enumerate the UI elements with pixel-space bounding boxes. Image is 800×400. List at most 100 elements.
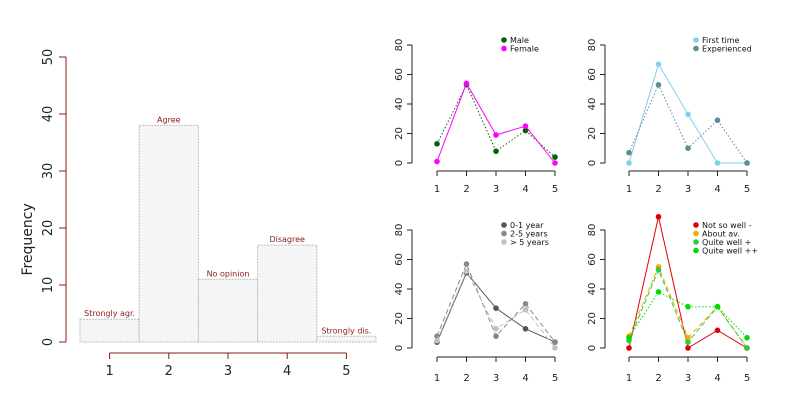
data-point bbox=[434, 337, 440, 344]
panel-x-tick-label: 2 bbox=[463, 184, 469, 195]
data-point bbox=[626, 345, 632, 351]
panel-x-tick-label: 2 bbox=[655, 373, 661, 384]
legend-marker bbox=[693, 222, 699, 228]
panel-y-tick-label: 60 bbox=[587, 68, 598, 81]
bar-x-tick-label: 3 bbox=[224, 364, 232, 379]
bar-data-label: Disagree bbox=[269, 235, 305, 244]
data-point bbox=[685, 339, 691, 345]
legend-label: 2-5 years bbox=[510, 230, 548, 239]
data-point bbox=[552, 154, 558, 160]
legend-label: Experienced bbox=[702, 45, 752, 54]
data-point bbox=[655, 213, 662, 220]
data-point bbox=[493, 148, 499, 154]
data-point bbox=[714, 117, 721, 124]
legend-label: Quite well + bbox=[702, 238, 751, 247]
data-point bbox=[463, 80, 470, 87]
panel-x-tick-label: 4 bbox=[714, 373, 720, 384]
panel-y-tick-label: 0 bbox=[587, 160, 598, 166]
data-point bbox=[434, 158, 440, 165]
data-point bbox=[493, 305, 499, 311]
panel-y-tick-label: 80 bbox=[587, 224, 598, 237]
legend-marker bbox=[693, 230, 699, 237]
data-point bbox=[714, 160, 721, 166]
data-point bbox=[685, 334, 691, 341]
data-point bbox=[522, 123, 529, 129]
data-point bbox=[685, 111, 691, 118]
legend-label: Male bbox=[510, 36, 529, 45]
data-point bbox=[685, 345, 691, 351]
data-point bbox=[493, 333, 499, 340]
panel-x-tick-label: 5 bbox=[744, 373, 750, 384]
panel-y-tick-label: 40 bbox=[394, 283, 405, 296]
panel-y-tick-label: 80 bbox=[394, 224, 405, 237]
data-point bbox=[552, 339, 558, 345]
panel-y-tick-label: 20 bbox=[587, 127, 598, 140]
data-point bbox=[744, 160, 750, 166]
data-point bbox=[655, 82, 662, 88]
panel-y-tick-label: 80 bbox=[394, 39, 405, 52]
data-point bbox=[744, 345, 750, 351]
panel-y-tick-label: 40 bbox=[587, 283, 598, 296]
panel-y-tick-label: 20 bbox=[587, 312, 598, 325]
bar-y-tick-label: 30 bbox=[41, 163, 56, 180]
bar-x-tick-label: 2 bbox=[165, 364, 173, 379]
panel-x-tick-label: 2 bbox=[655, 184, 661, 195]
panel-x-tick-label: 5 bbox=[744, 184, 750, 195]
bar bbox=[197, 278, 259, 343]
bar bbox=[138, 124, 199, 343]
legend-label: Female bbox=[510, 45, 539, 54]
bar-data-label: No opinion bbox=[207, 269, 250, 278]
data-point bbox=[552, 345, 558, 351]
panel-y-tick-label: 20 bbox=[394, 312, 405, 325]
panel-x-tick-label: 4 bbox=[522, 184, 528, 195]
legend-label: 0-1 year bbox=[510, 221, 544, 230]
legend-marker bbox=[501, 37, 507, 43]
data-point bbox=[463, 261, 470, 267]
data-point bbox=[714, 303, 721, 310]
bar-data-label: Strongly dis. bbox=[321, 326, 371, 335]
legend-marker bbox=[501, 45, 507, 52]
legend-label: About av. bbox=[702, 230, 740, 239]
series-line bbox=[628, 83, 748, 164]
legend-marker bbox=[501, 222, 507, 228]
data-point bbox=[522, 300, 529, 307]
legend-marker bbox=[693, 37, 699, 43]
panel-x-tick-label: 3 bbox=[493, 184, 499, 195]
panel-x-tick-label: 3 bbox=[685, 373, 691, 384]
bar-x-tick-label: 5 bbox=[342, 364, 350, 379]
legend-label: > 5 years bbox=[510, 238, 549, 247]
legend-label: Quite well ++ bbox=[702, 247, 758, 256]
panel-x-tick-label: 3 bbox=[493, 373, 499, 384]
data-point bbox=[626, 160, 632, 166]
bar-y-tick-label: 40 bbox=[41, 106, 56, 123]
series-line bbox=[436, 83, 556, 158]
data-point bbox=[493, 132, 499, 138]
data-point bbox=[655, 267, 662, 273]
panel-y-tick-label: 0 bbox=[394, 160, 405, 166]
panel-y-tick-label: 60 bbox=[394, 253, 405, 266]
panel-x-tick-label: 5 bbox=[552, 373, 558, 384]
data-point bbox=[434, 141, 440, 147]
bar bbox=[79, 318, 140, 343]
bar-data-label: Strongly agr. bbox=[84, 309, 135, 318]
bar bbox=[316, 335, 377, 343]
panel-x-tick-label: 2 bbox=[463, 373, 469, 384]
panel-y-tick-label: 0 bbox=[394, 345, 405, 351]
data-point bbox=[463, 268, 470, 275]
bar-y-tick-label: 20 bbox=[41, 220, 56, 237]
data-point bbox=[714, 327, 721, 334]
data-point bbox=[522, 326, 529, 332]
bar-y-axis-label: Frequency bbox=[20, 203, 36, 275]
panel-x-tick-label: 1 bbox=[434, 184, 440, 195]
panel-y-tick-label: 80 bbox=[587, 39, 598, 52]
panel-x-tick-label: 4 bbox=[714, 184, 720, 195]
data-point bbox=[522, 306, 529, 313]
bar-x-tick-label: 4 bbox=[283, 364, 291, 379]
legend-label: First time bbox=[702, 36, 740, 45]
panel-x-tick-label: 1 bbox=[434, 373, 440, 384]
data-point bbox=[626, 334, 632, 341]
panel-y-tick-label: 40 bbox=[394, 98, 405, 111]
panel-y-tick-label: 40 bbox=[587, 98, 598, 111]
data-point bbox=[744, 334, 750, 341]
